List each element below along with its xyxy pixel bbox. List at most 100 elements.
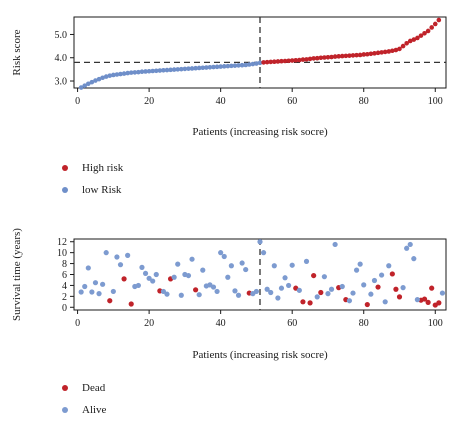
surv-x-tick-label: 100: [428, 318, 443, 329]
risk-point-low-risk: [136, 69, 141, 75]
legend-label-high-risk: High risk: [82, 162, 124, 174]
risk-point-low-risk: [179, 66, 184, 72]
surv-point-dead: [128, 301, 134, 307]
risk-point-high-risk: [397, 46, 402, 52]
risk-x-tick-label: 100: [428, 96, 443, 107]
surv-point-alive: [346, 298, 353, 304]
risk-point-high-risk: [432, 21, 438, 27]
surv-point-dead: [421, 296, 428, 302]
risk-point-low-risk: [243, 62, 248, 68]
risk-x-tick-label: 20: [144, 96, 154, 107]
risk-score-panel: 3.0 4.0 5.0 0 20 40 60 80 100 Patients (increasin…: [11, 16, 447, 138]
surv-point-alive: [257, 239, 263, 245]
surv-point-dead: [425, 299, 431, 305]
risk-point-high-risk: [268, 59, 274, 65]
risk-point-low-risk: [96, 76, 102, 82]
surv-point-alive: [178, 292, 184, 298]
surv-point-alive: [153, 271, 159, 278]
risk-point-low-risk: [161, 68, 166, 73]
dead-marker-icon: [62, 385, 68, 391]
risk-point-low-risk: [196, 65, 202, 71]
risk-point-high-risk: [404, 41, 409, 46]
surv-x-axis-label: Patients (increasing risk socre): [192, 349, 328, 361]
surv-point-dead: [429, 285, 435, 291]
risk-x-tick-label: 80: [359, 96, 369, 107]
surv-point-alive: [253, 288, 260, 295]
risk-point-high-risk: [350, 53, 356, 58]
risk-point-low-risk: [125, 70, 130, 76]
surv-point-alive: [171, 274, 177, 280]
surv-point-alive: [89, 289, 95, 295]
surv-y-tick-label: 12: [57, 237, 67, 248]
risk-point-low-risk: [232, 63, 238, 68]
surv-x-tick-label: 80: [359, 318, 369, 329]
risk-point-low-risk: [153, 68, 159, 74]
surv-y-tick-label: 0: [62, 303, 67, 314]
risk-x-axis-label: Patients (increasing risk socre): [192, 126, 328, 138]
surv-point-alive: [232, 288, 238, 294]
risk-point-low-risk: [146, 68, 152, 74]
risk-point-high-risk: [307, 56, 313, 62]
risk-point-low-risk: [225, 63, 231, 69]
surv-point-dead: [193, 287, 199, 293]
surv-point-alive: [164, 291, 170, 297]
risk-point-low-risk: [250, 61, 256, 67]
surv-y-tick-label: 8: [62, 259, 67, 270]
risk-point-high-risk: [415, 35, 420, 41]
surv-point-dead: [107, 298, 113, 304]
surv-point-alive: [235, 292, 242, 298]
legend-item-dead: Dead: [62, 381, 106, 395]
risk-point-low-risk: [103, 74, 109, 79]
risk-point-high-risk: [382, 49, 388, 55]
risk-x-tick-label: 60: [287, 96, 297, 107]
surv-point-alive: [175, 261, 181, 267]
risk-point-high-risk: [322, 55, 327, 60]
surv-point-alive: [260, 250, 267, 256]
risk-point-high-risk: [429, 25, 434, 30]
surv-x-tick-label: 40: [216, 318, 226, 329]
risk-point-high-risk: [425, 28, 431, 34]
surv-point-alive: [139, 264, 145, 270]
risk-point-high-risk: [361, 52, 367, 57]
surv-point-alive: [275, 295, 281, 301]
risk-y-tick-label: 3.0: [55, 77, 68, 88]
surv-point-alive: [339, 283, 345, 290]
alive-marker-icon: [62, 407, 68, 413]
risk-point-low-risk: [239, 62, 245, 68]
risk-point-low-risk: [150, 68, 155, 74]
surv-point-alive: [239, 260, 245, 266]
risk-point-high-risk: [379, 50, 384, 55]
surv-point-alive: [96, 291, 102, 297]
risk-point-low-risk: [246, 62, 252, 67]
surv-x-tick-label: 0: [75, 318, 80, 329]
surv-point-alive: [92, 280, 99, 286]
surv-point-dead: [396, 294, 403, 300]
surv-point-alive: [110, 288, 116, 295]
risk-point-low-risk: [189, 66, 195, 71]
risk-point-low-risk: [171, 67, 177, 72]
risk-y-tick-label: 4.0: [55, 53, 68, 64]
risk-point-high-risk: [336, 54, 341, 59]
risk-point-high-risk: [422, 30, 427, 36]
surv-point-alive: [160, 288, 167, 295]
risk-point-low-risk: [168, 67, 173, 73]
legend-item-alive: Alive: [62, 403, 106, 417]
status-legend: Dead Alive: [62, 381, 106, 425]
surv-point-dead: [389, 271, 395, 277]
risk-point-high-risk: [332, 54, 338, 59]
surv-point-alive: [439, 290, 446, 296]
risk-point-high-risk: [368, 51, 374, 57]
risk-point-high-risk: [393, 47, 399, 53]
surv-point-alive: [321, 274, 327, 280]
surv-point-dead: [300, 299, 306, 305]
surv-point-alive: [125, 252, 131, 258]
surv-point-alive: [150, 278, 156, 284]
surv-point-alive: [328, 286, 335, 292]
surv-point-alive: [82, 283, 88, 290]
surv-x-tick-label: 20: [144, 318, 154, 329]
risk-point-high-risk: [365, 51, 370, 57]
risk-point-high-risk: [286, 58, 291, 64]
surv-y-tick-label: 10: [57, 248, 67, 259]
